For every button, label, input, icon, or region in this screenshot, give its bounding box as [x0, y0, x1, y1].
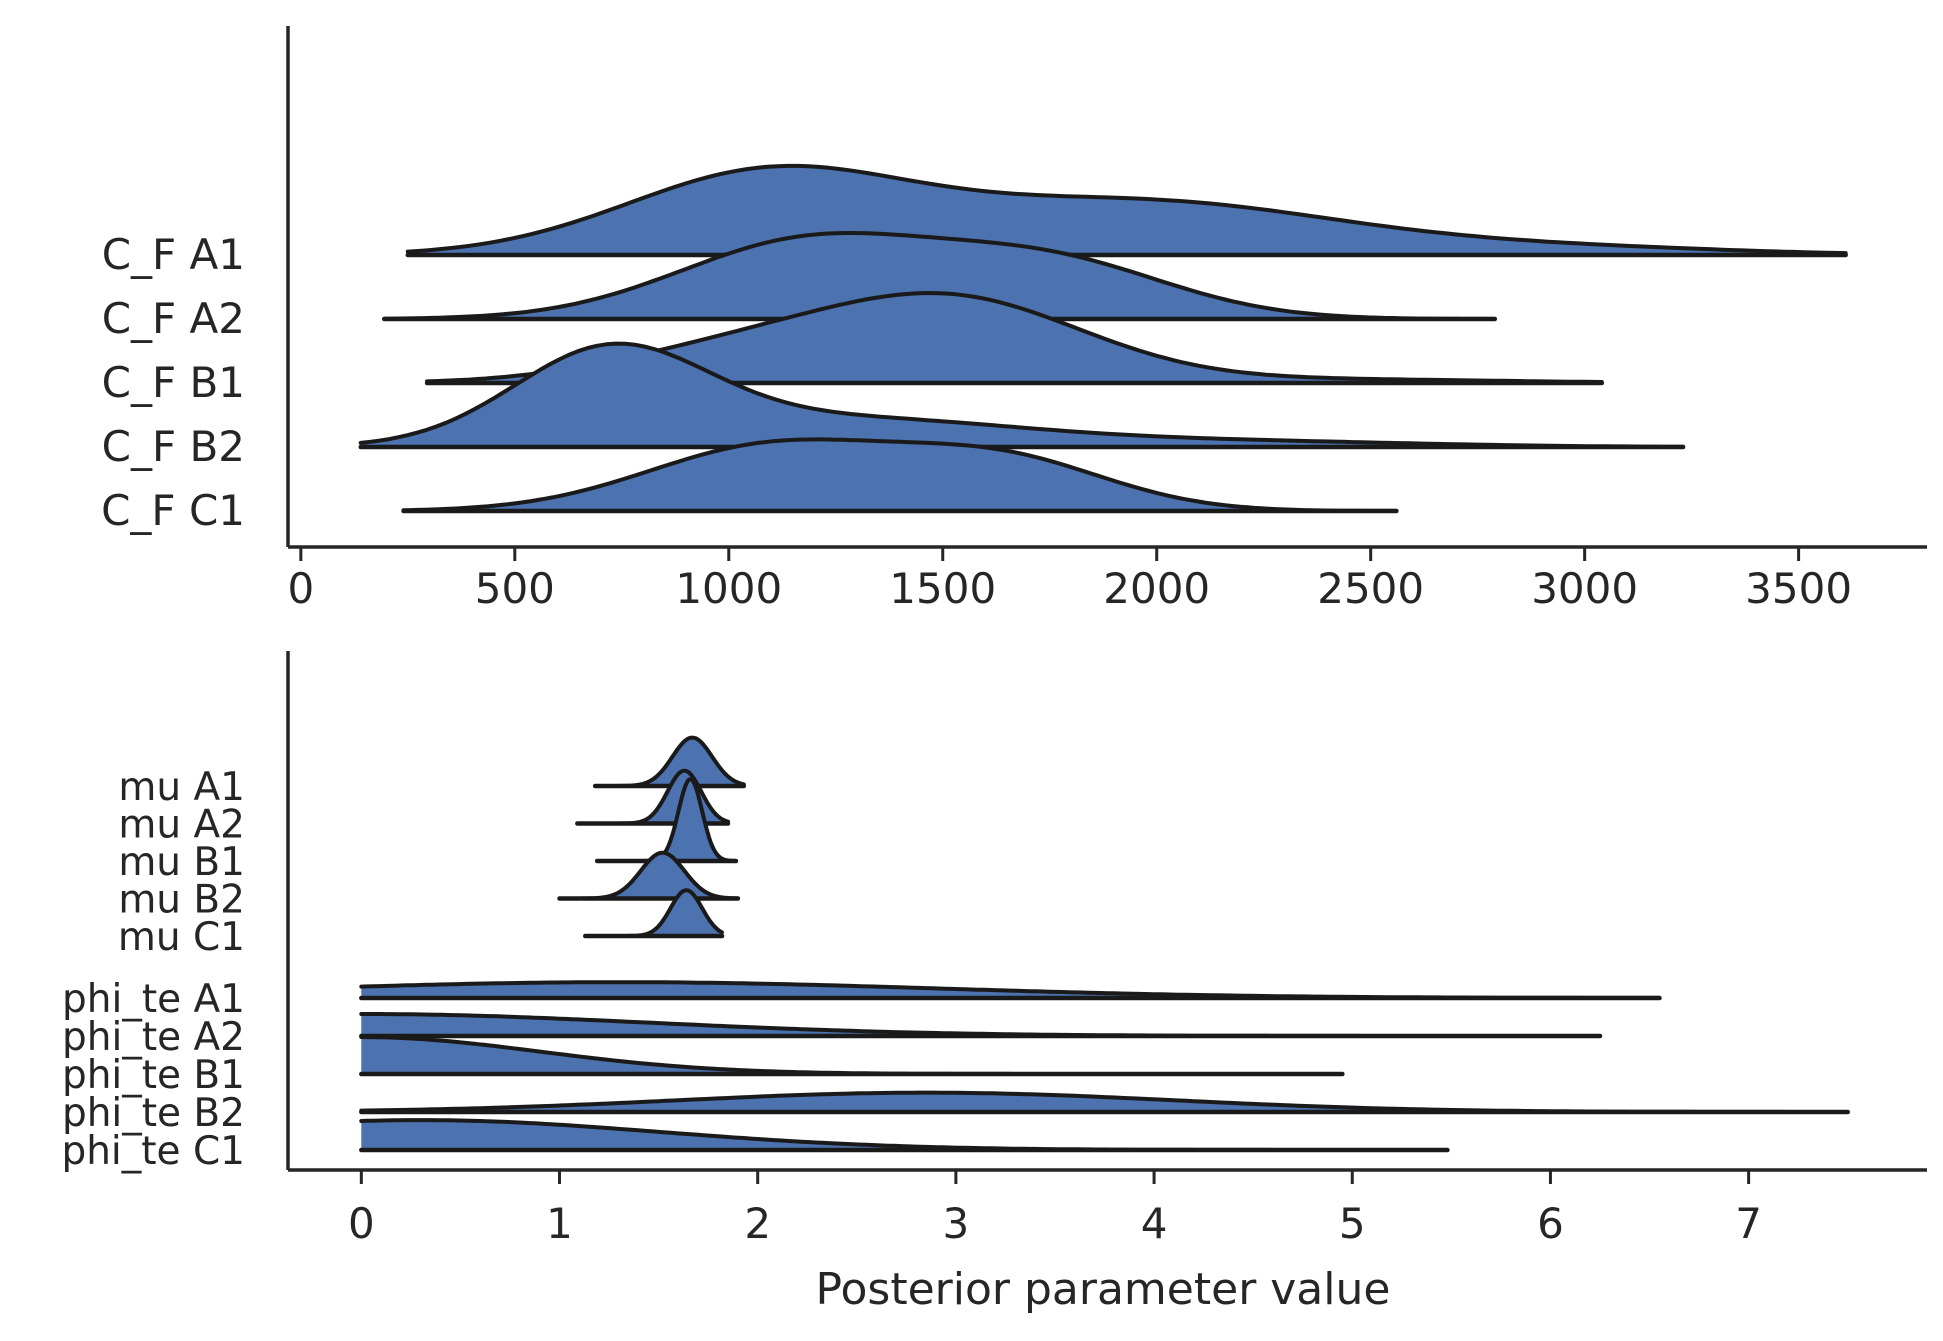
x-tick-label: 500: [475, 564, 555, 613]
ridge-area-phi-te-b1: [361, 1037, 1343, 1074]
y-tick-label: C_F B2: [102, 422, 245, 471]
ridge-area-phi-te-a2: [361, 1014, 1600, 1036]
ridge-area-c-f-b1: [427, 293, 1602, 383]
ridge-outline-c-f-a2: [382, 231, 1497, 321]
x-tick-label: 6: [1537, 1199, 1564, 1248]
ridge-outline-c-f-b2: [358, 341, 1686, 449]
x-tick-label: 2500: [1317, 564, 1424, 613]
x-tick-label: 2000: [1103, 564, 1210, 613]
ridge-area-phi-te-c1: [361, 1120, 1448, 1150]
x-tick-label: 2: [744, 1199, 771, 1248]
y-tick-label: mu B1: [118, 840, 245, 885]
x-tick-label: 4: [1141, 1199, 1168, 1248]
ridge-area-mu-b1: [597, 779, 736, 861]
y-tick-label: C_F A1: [102, 230, 245, 279]
x-tick-label: 1: [546, 1199, 573, 1248]
x-tick-label: 3: [943, 1199, 970, 1248]
y-tick-label: phi_te B1: [62, 1053, 245, 1098]
ridge-area-mu-c1: [585, 890, 722, 936]
y-tick-label: phi_te B2: [62, 1091, 245, 1136]
y-tick-label: C_F C1: [101, 486, 245, 535]
x-axis-label: Posterior parameter value: [816, 1264, 1391, 1315]
y-tick-label: mu A1: [118, 765, 245, 810]
y-tick-label: mu C1: [118, 915, 245, 960]
x-tick-label: 3500: [1745, 564, 1852, 613]
x-tick-label: 3000: [1531, 564, 1638, 613]
y-tick-label: C_F B1: [102, 358, 245, 407]
ridge-area-phi-te-b2: [361, 1092, 1848, 1112]
y-tick-label: C_F A2: [102, 294, 245, 343]
ridge-area-mu-b2: [559, 852, 738, 899]
x-tick-label: 7: [1735, 1199, 1762, 1248]
ridge-area-c-f-c1: [403, 439, 1397, 511]
x-tick-label: 0: [348, 1199, 375, 1248]
ridge-area-phi-te-a1: [361, 982, 1660, 998]
x-tick-label: 1000: [675, 564, 782, 613]
y-tick-label: phi_te A2: [62, 1015, 245, 1060]
y-tick-label: phi_te C1: [61, 1129, 245, 1174]
x-tick-label: 5: [1339, 1199, 1366, 1248]
x-tick-label: 1500: [889, 564, 996, 613]
ridge-outline-c-f-c1: [401, 437, 1399, 513]
ridge-area-c-f-b2: [360, 343, 1684, 447]
y-tick-label: phi_te A1: [62, 977, 245, 1022]
c-f-ridgeline-panel: C_F A1 C_F A2 C_F B1 C_F B2 C_F C1 0 500 1000 15…: [101, 26, 1927, 613]
y-tick-label: mu A2: [118, 803, 245, 848]
x-tick-label: 0: [287, 564, 314, 613]
ridge-outline-c-f-a1: [405, 163, 1848, 256]
y-tick-label: mu B2: [118, 878, 245, 923]
ridge-area-c-f-a1: [407, 165, 1846, 255]
